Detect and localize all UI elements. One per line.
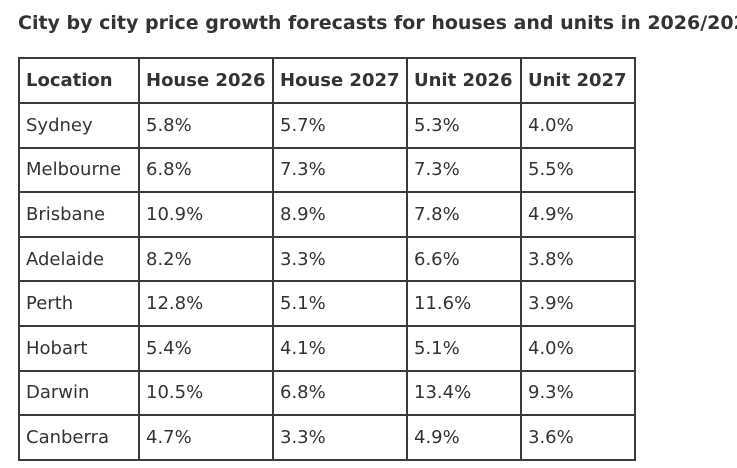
cell-location: Melbourne: [18, 146, 140, 194]
cell-unit-2026: 7.8%: [406, 191, 522, 238]
cell-house-2026: 6.8%: [138, 146, 274, 194]
table-row: Perth 12.8% 5.1% 11.6% 3.9%: [18, 280, 636, 327]
cell-unit-2027: 4.9%: [520, 191, 636, 238]
cell-unit-2027: 4.0%: [520, 324, 636, 372]
table-row: Brisbane 10.9% 8.9% 7.8% 4.9%: [18, 191, 636, 238]
cell-house-2027: 5.7%: [272, 102, 408, 149]
table-header-row: Location House 2026 House 2027 Unit 2026…: [18, 57, 636, 104]
cell-house-2026: 12.8%: [138, 280, 274, 327]
cell-location: Canberra: [18, 414, 140, 461]
cell-unit-2027: 3.6%: [520, 414, 636, 461]
table-row: Sydney 5.8% 5.7% 5.3% 4.0%: [18, 102, 636, 149]
table-row: Hobart 5.4% 4.1% 5.1% 4.0%: [18, 324, 636, 372]
cell-unit-2026: 7.3%: [406, 146, 522, 194]
table-row: Melbourne 6.8% 7.3% 7.3% 5.5%: [18, 146, 636, 194]
cell-house-2026: 5.8%: [138, 102, 274, 149]
cell-unit-2026: 6.6%: [406, 235, 522, 283]
cell-unit-2026: 5.3%: [406, 102, 522, 149]
cell-unit-2027: 9.3%: [520, 369, 636, 417]
cell-house-2026: 10.5%: [138, 369, 274, 417]
cell-unit-2026: 5.1%: [406, 324, 522, 372]
cell-house-2027: 6.8%: [272, 369, 408, 417]
cell-house-2026: 8.2%: [138, 235, 274, 283]
cell-house-2027: 7.3%: [272, 146, 408, 194]
cell-location: Hobart: [18, 324, 140, 372]
cell-unit-2026: 4.9%: [406, 414, 522, 461]
cell-location: Perth: [18, 280, 140, 327]
table-row: Canberra 4.7% 3.3% 4.9% 3.6%: [18, 414, 636, 461]
page-title: City by city price growth forecasts for …: [18, 12, 737, 34]
cell-house-2027: 4.1%: [272, 324, 408, 372]
cell-house-2027: 8.9%: [272, 191, 408, 238]
column-header-unit-2027: Unit 2027: [520, 57, 636, 104]
cell-location: Brisbane: [18, 191, 140, 238]
forecast-table: Location House 2026 House 2027 Unit 2026…: [18, 57, 636, 461]
cell-unit-2027: 3.8%: [520, 235, 636, 283]
cell-location: Sydney: [18, 102, 140, 149]
cell-unit-2027: 4.0%: [520, 102, 636, 149]
cell-location: Adelaide: [18, 235, 140, 283]
column-header-location: Location: [18, 57, 140, 104]
cell-house-2026: 10.9%: [138, 191, 274, 238]
table-row: Adelaide 8.2% 3.3% 6.6% 3.8%: [18, 235, 636, 283]
cell-unit-2027: 3.9%: [520, 280, 636, 327]
column-header-house-2026: House 2026: [138, 57, 274, 104]
cell-house-2026: 5.4%: [138, 324, 274, 372]
cell-house-2027: 3.3%: [272, 414, 408, 461]
table-row: Darwin 10.5% 6.8% 13.4% 9.3%: [18, 369, 636, 417]
cell-unit-2027: 5.5%: [520, 146, 636, 194]
cell-house-2027: 5.1%: [272, 280, 408, 327]
cell-house-2027: 3.3%: [272, 235, 408, 283]
cell-unit-2026: 13.4%: [406, 369, 522, 417]
cell-unit-2026: 11.6%: [406, 280, 522, 327]
column-header-unit-2026: Unit 2026: [406, 57, 522, 104]
cell-house-2026: 4.7%: [138, 414, 274, 461]
cell-location: Darwin: [18, 369, 140, 417]
column-header-house-2027: House 2027: [272, 57, 408, 104]
